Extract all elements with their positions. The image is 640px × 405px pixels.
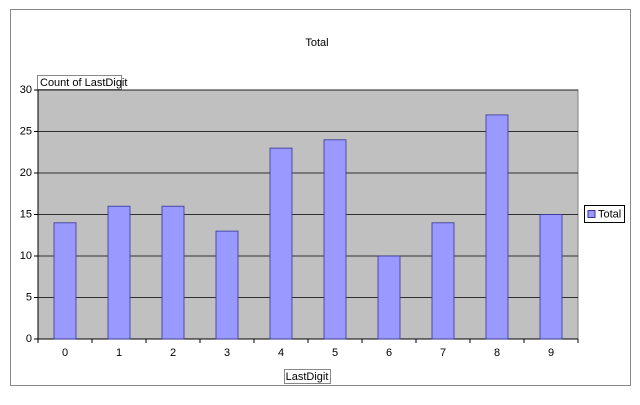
y-tick-label: 30 xyxy=(20,84,32,96)
bar xyxy=(377,255,401,340)
y-tick-label: 10 xyxy=(20,250,32,262)
y-axis-label[interactable]: Count of LastDigit xyxy=(40,77,127,89)
x-tick-label: 5 xyxy=(332,347,338,359)
bar xyxy=(539,214,563,340)
bar xyxy=(107,205,131,340)
y-tick-label: 20 xyxy=(20,167,32,179)
bar xyxy=(323,139,347,340)
x-tick-label: 1 xyxy=(116,347,122,359)
x-tick-label: 2 xyxy=(170,347,176,359)
legend-swatch xyxy=(587,210,596,218)
bar xyxy=(269,147,293,340)
legend-box xyxy=(584,205,625,223)
y-tick-label: 25 xyxy=(20,125,32,137)
x-tick-label: 4 xyxy=(278,347,284,359)
x-tick-label: 3 xyxy=(224,347,230,359)
chart-title: Total xyxy=(305,37,328,49)
x-tick-label: 6 xyxy=(386,347,392,359)
y-tick-label: 5 xyxy=(26,291,32,303)
x-tick-label: 0 xyxy=(62,347,68,359)
y-tick-label: 15 xyxy=(20,208,32,220)
bar xyxy=(161,205,185,340)
x-tick-label: 8 xyxy=(494,347,500,359)
x-axis-label[interactable]: LastDigit xyxy=(286,371,329,383)
bar xyxy=(485,114,509,340)
legend-label: Total xyxy=(598,208,621,220)
x-field-button[interactable] xyxy=(284,369,331,384)
y-tick-label: 0 xyxy=(26,333,32,345)
x-tick-label: 9 xyxy=(548,347,554,359)
bar xyxy=(215,230,239,340)
bar xyxy=(53,222,77,340)
x-tick-label: 7 xyxy=(440,347,446,359)
bar xyxy=(431,222,455,340)
